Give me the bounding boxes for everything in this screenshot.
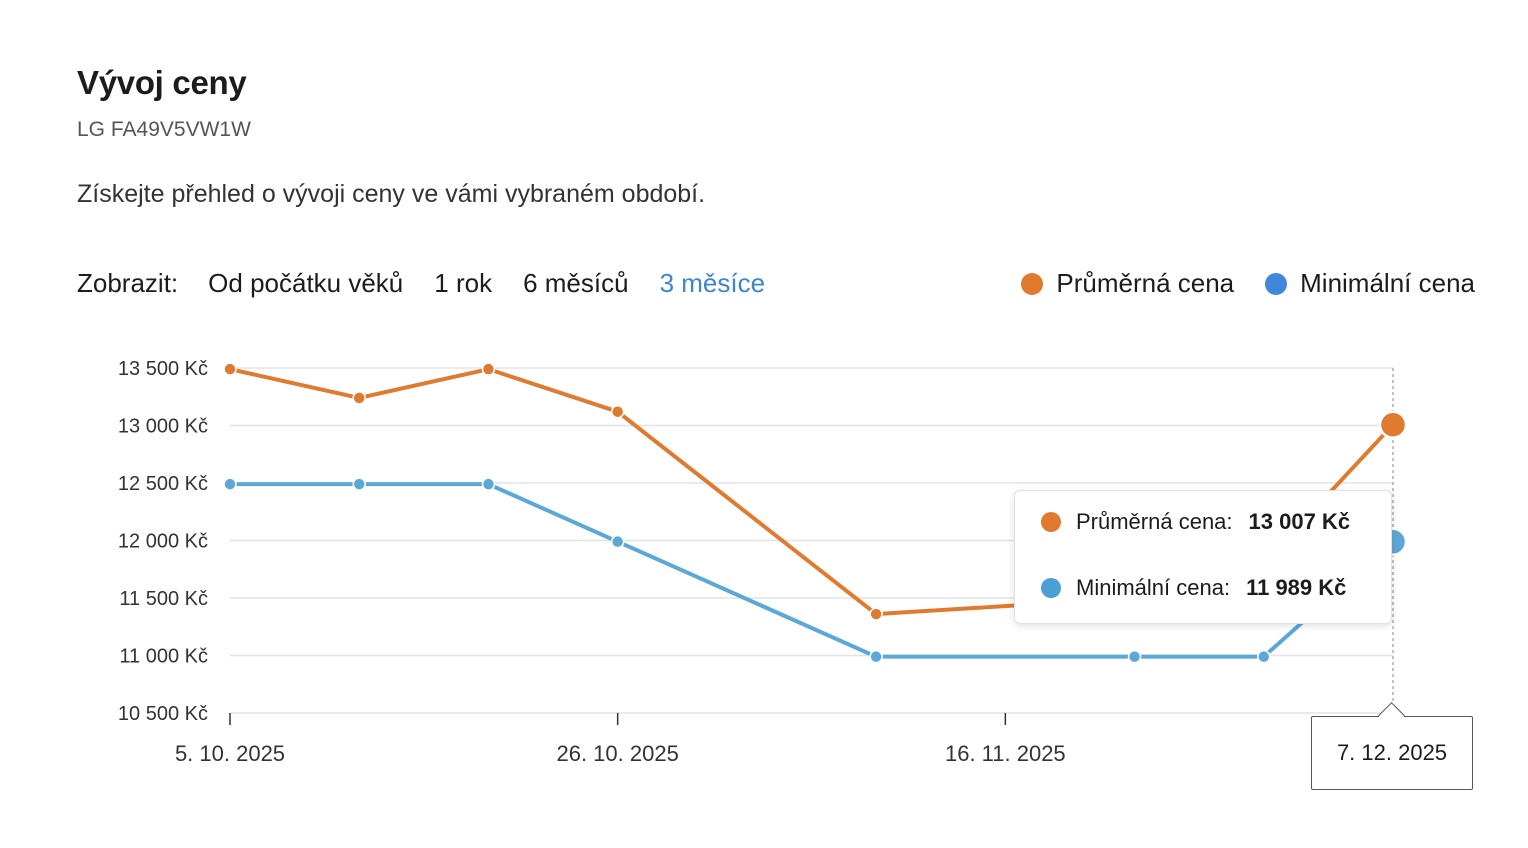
x-tick-label: 16. 11. 2025 [945, 741, 1066, 766]
tooltip-value-minimum: 11 989 Kč [1246, 575, 1347, 600]
y-tick-label: 12 000 Kč [118, 531, 208, 553]
y-tick-label: 12 500 Kč [118, 473, 208, 495]
period-option-3-months[interactable]: 3 měsíce [659, 268, 766, 298]
data-point [481, 477, 496, 491]
data-point [352, 391, 366, 405]
data-point [869, 607, 883, 621]
data-point [610, 404, 625, 419]
y-tick-label: 11 000 Kč [119, 646, 208, 668]
data-point [352, 477, 366, 491]
tooltip-value-average: 13 007 Kč [1248, 509, 1351, 534]
tooltip-dot-average [1041, 512, 1061, 532]
y-tick-label: 10 500 Kč [118, 703, 208, 725]
data-point [610, 534, 625, 549]
data-point [223, 477, 237, 491]
period-filter-label: Zobrazit: [77, 268, 179, 298]
tooltip-row-minimum: Minimální cena: 11 989 Kč [1041, 575, 1346, 601]
description: Získejte přehled o vývoji ceny ve vámi v… [77, 180, 706, 208]
tooltip-dot-minimum [1041, 578, 1061, 598]
data-point [1257, 649, 1271, 664]
series-line-minimum [230, 482, 1395, 659]
data-point [1378, 410, 1408, 439]
period-option-6-months[interactable]: 6 měsíců [523, 268, 629, 298]
period-option-1-year[interactable]: 1 rok [434, 268, 493, 298]
x-tick-label: 5. 10. 2025 [175, 741, 285, 766]
crosshair-date: 7. 12. 2025 [1336, 740, 1448, 765]
y-tick-label: 13 500 Kč [118, 358, 208, 380]
legend-item-minimum[interactable]: Minimální cena [1265, 268, 1475, 299]
data-point [223, 362, 237, 376]
data-point [869, 649, 883, 664]
legend-item-average[interactable]: Průměrná cena [1021, 268, 1234, 299]
data-point [1127, 649, 1142, 664]
chart-legend: Průměrná cena Minimální cena [990, 268, 1475, 299]
legend-dot-minimum [1265, 272, 1288, 295]
product-name: LG FA49V5VW1W [77, 118, 251, 141]
period-filter: Zobrazit: Od počátku věků 1 rok 6 měsíců… [77, 268, 796, 299]
data-point [481, 362, 496, 376]
y-tick-label: 11 500 Kč [119, 588, 208, 610]
x-tick-label: 26. 10. 2025 [556, 741, 678, 766]
period-option-all[interactable]: Od počátku věků [208, 268, 404, 298]
legend-label-average: Průměrná cena [1056, 268, 1235, 298]
y-tick-label: 13 000 Kč [118, 416, 208, 438]
tooltip-label-minimum: Minimální cena: [1076, 575, 1231, 600]
page-title: Vývoj ceny [77, 64, 247, 101]
tooltip-label-average: Průměrná cena: [1076, 509, 1233, 534]
x-axis-crosshair-label: 7. 12. 2025 [1311, 702, 1473, 790]
legend-label-minimum: Minimální cena [1300, 268, 1475, 298]
tooltip-row-average: Průměrná cena: 13 007 Kč [1041, 509, 1350, 535]
chart-tooltip: Průměrná cena: 13 007 Kč Minimální cena:… [1014, 490, 1392, 624]
legend-dot-average [1021, 272, 1044, 295]
